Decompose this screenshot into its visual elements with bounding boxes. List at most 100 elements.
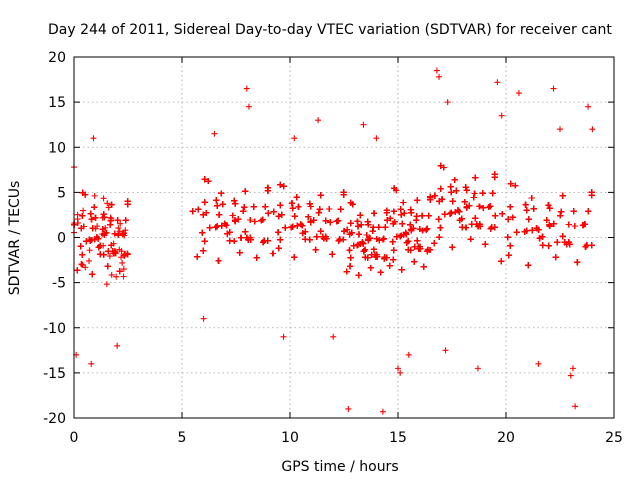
scatter-point: [189, 208, 196, 215]
scatter-point: [250, 203, 257, 210]
scatter-point: [86, 247, 93, 254]
scatter-point: [420, 263, 427, 270]
scatter-point: [206, 224, 213, 231]
scatter-point: [264, 237, 271, 244]
scatter-point: [367, 264, 374, 271]
scatter-point: [346, 247, 353, 254]
scatter-point: [278, 211, 285, 218]
scatter-point: [355, 272, 362, 279]
scatter-point: [377, 269, 384, 276]
scatter-point: [94, 223, 101, 230]
scatter-point: [104, 200, 111, 207]
scatter-point: [89, 271, 96, 278]
scatter-point: [221, 220, 228, 227]
scatter-point: [121, 252, 128, 259]
scatter-point: [93, 234, 100, 241]
scatter-point: [337, 206, 344, 213]
scatter-point: [79, 189, 86, 196]
scatter-point: [291, 213, 298, 220]
scatter-point: [122, 217, 129, 224]
scatter-point: [118, 254, 125, 261]
scatter-point: [424, 248, 431, 255]
scatter-point: [293, 194, 300, 201]
scatter-point: [89, 225, 96, 232]
scatter-point: [327, 219, 334, 226]
scatter-point: [79, 262, 86, 269]
scatter-point: [411, 258, 418, 265]
scatter-point: [100, 211, 107, 218]
scatter-point: [389, 238, 396, 245]
scatter-point: [124, 251, 131, 258]
scatter-point: [322, 217, 329, 224]
scatter-point: [83, 238, 90, 245]
scatter-point: [399, 220, 406, 227]
scatter-point: [78, 261, 85, 268]
scatter-point: [423, 226, 430, 233]
scatter-point: [413, 213, 420, 220]
scatter-point: [247, 216, 254, 223]
scatter-point: [104, 263, 111, 270]
scatter-point: [269, 250, 276, 257]
scatter-point: [88, 216, 95, 223]
scatter-point: [386, 262, 393, 269]
scatter-point: [258, 217, 265, 224]
scatter-point: [347, 263, 354, 270]
scatter-point: [362, 246, 369, 253]
scatter-point: [241, 204, 248, 211]
scatter-point: [251, 218, 258, 225]
scatter-point: [317, 228, 324, 235]
scatter-point: [360, 248, 367, 255]
scatter-point: [113, 273, 120, 280]
scatter-point: [264, 187, 271, 194]
scatter-point: [74, 267, 81, 274]
scatter-point: [119, 231, 126, 238]
scatter-point: [259, 216, 266, 223]
scatter-point: [242, 188, 249, 195]
scatter-point: [238, 234, 245, 241]
scatter-point: [218, 222, 225, 229]
scatter-point: [295, 203, 302, 210]
scatter-point: [365, 221, 372, 228]
scatter-point: [100, 251, 107, 258]
scatter-point: [236, 249, 243, 256]
scatter-point: [397, 206, 404, 213]
scatter-point: [243, 234, 250, 241]
scatter-point: [375, 224, 382, 231]
scatter-point: [347, 220, 354, 227]
scatter-point: [312, 246, 319, 253]
scatter-point: [231, 238, 238, 245]
scatter-point: [343, 268, 350, 275]
scatter-point: [215, 257, 222, 264]
scatter-point: [262, 203, 269, 210]
scatter-point: [407, 221, 414, 228]
scatter-point: [114, 217, 121, 224]
scatter-point: [390, 256, 397, 263]
scatter-point: [277, 202, 284, 209]
scatter-point: [335, 237, 342, 244]
scatter-point: [390, 247, 397, 254]
grid-lines: [74, 57, 614, 418]
scatter-point: [398, 266, 405, 273]
scatter-point: [335, 217, 342, 224]
scatter-point: [74, 219, 81, 226]
scatter-point: [91, 192, 98, 199]
scatter-point: [370, 224, 377, 231]
scatter-point: [317, 192, 324, 199]
scatter-point: [282, 224, 289, 231]
scatter-point: [201, 238, 208, 245]
scatter-point: [116, 246, 123, 253]
scatter-point: [235, 216, 242, 223]
scatter-point: [229, 212, 236, 219]
scatter-point: [115, 225, 122, 232]
scatter-point: [116, 228, 123, 235]
scatter-point: [200, 247, 207, 254]
scatter-point: [326, 206, 333, 213]
scatter-point: [347, 254, 354, 261]
scatter-point: [195, 206, 202, 213]
scatter-point: [108, 242, 115, 249]
scatter-point: [414, 197, 421, 204]
scatter-point: [218, 190, 225, 197]
scatter-point: [115, 232, 122, 239]
scatter-point: [91, 204, 98, 211]
